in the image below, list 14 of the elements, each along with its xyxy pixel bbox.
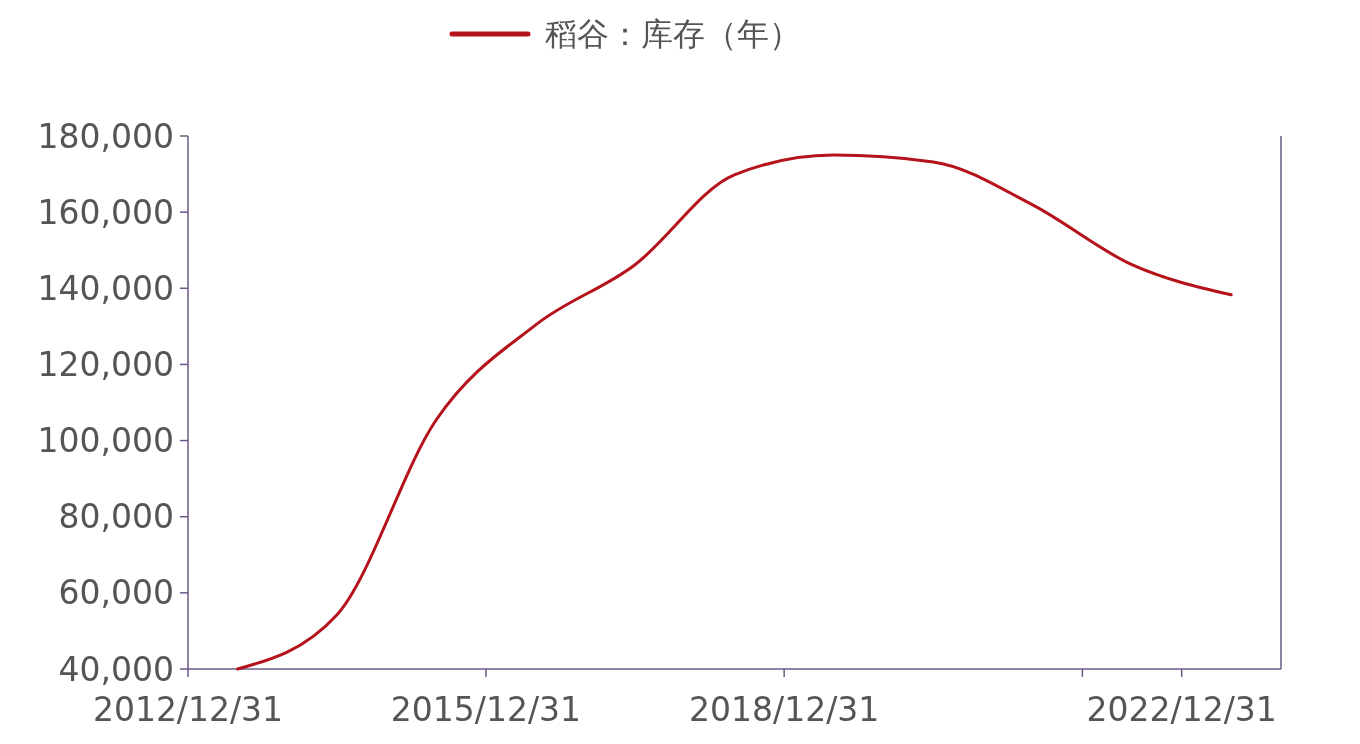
y-tick-label: 60,000 <box>58 573 174 613</box>
x-tick-label: 2018/12/31 <box>689 690 880 729</box>
y-tick-label: 140,000 <box>37 268 174 308</box>
legend-label: 稻谷：库存（年） <box>545 15 801 54</box>
y-tick-label: 40,000 <box>58 649 174 689</box>
line-series <box>236 153 1233 671</box>
x-tick-label: 2015/12/31 <box>390 690 582 729</box>
x-tick-label: 2022/12/31 <box>1086 690 1277 729</box>
y-tick-label: 120,000 <box>37 344 174 384</box>
y-tick-label: 160,000 <box>37 192 174 232</box>
x-tick-label: 2012/12/31 <box>92 690 284 729</box>
y-tick-label: 180,000 <box>37 116 174 156</box>
y-tick-label: 80,000 <box>58 497 174 537</box>
y-tick-label: 100,000 <box>37 421 174 461</box>
